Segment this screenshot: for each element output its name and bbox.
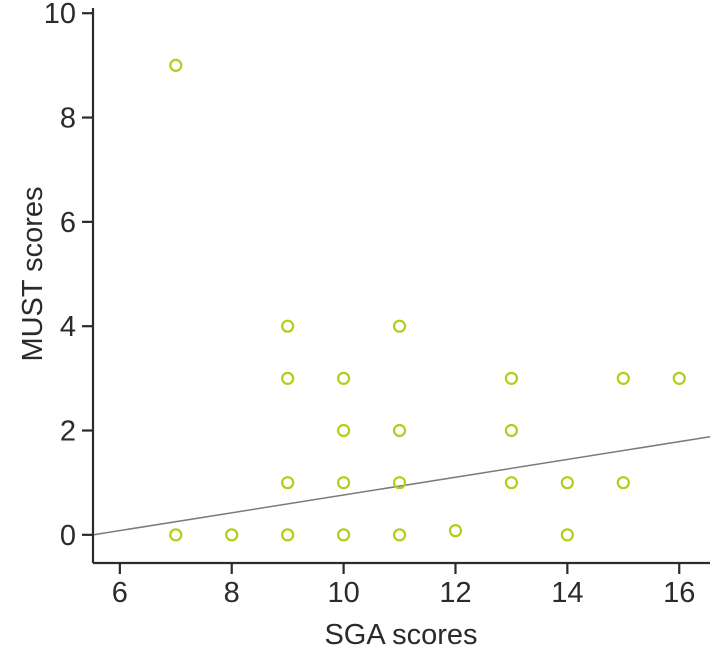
data-point xyxy=(281,476,295,490)
data-point xyxy=(616,476,630,490)
data-point xyxy=(225,528,239,542)
data-point xyxy=(337,476,351,490)
data-point xyxy=(672,371,686,385)
data-point xyxy=(337,423,351,438)
data-point xyxy=(448,524,463,538)
data-point xyxy=(504,476,519,490)
data-point xyxy=(560,528,574,542)
x-tick-label: 8 xyxy=(224,577,240,609)
scatter-points xyxy=(169,58,686,542)
y-tick-label: 4 xyxy=(60,311,76,343)
data-point xyxy=(337,528,351,542)
data-point xyxy=(504,371,519,385)
data-point xyxy=(337,371,351,385)
data-point xyxy=(169,528,183,542)
x-tick-label: 14 xyxy=(551,577,583,609)
trend-line xyxy=(92,436,710,536)
data-point xyxy=(616,371,630,385)
y-tick-label: 10 xyxy=(44,0,76,30)
data-point xyxy=(281,319,295,333)
x-axis-ticks: 6 8 10 12 14 16 xyxy=(112,563,695,609)
y-axis-ticks: 0 2 4 6 8 10 xyxy=(44,0,93,552)
data-point xyxy=(504,423,519,438)
y-axis-title: MUST scores xyxy=(17,186,49,361)
data-point xyxy=(281,371,295,385)
data-point xyxy=(560,476,574,490)
data-point xyxy=(392,319,407,333)
data-point xyxy=(392,476,407,490)
y-tick-label: 2 xyxy=(60,416,76,448)
data-point xyxy=(392,528,407,542)
x-tick-label: 6 xyxy=(112,577,128,609)
data-point xyxy=(281,528,295,542)
y-tick-label: 8 xyxy=(60,103,76,135)
data-point xyxy=(392,423,407,438)
x-tick-label: 16 xyxy=(663,577,695,609)
x-axis-title: SGA scores xyxy=(324,619,477,646)
x-tick-label: 12 xyxy=(439,577,471,609)
data-point xyxy=(169,58,183,72)
y-tick-label: 6 xyxy=(60,207,76,239)
y-tick-label: 0 xyxy=(60,520,76,552)
x-tick-label: 10 xyxy=(327,577,359,609)
